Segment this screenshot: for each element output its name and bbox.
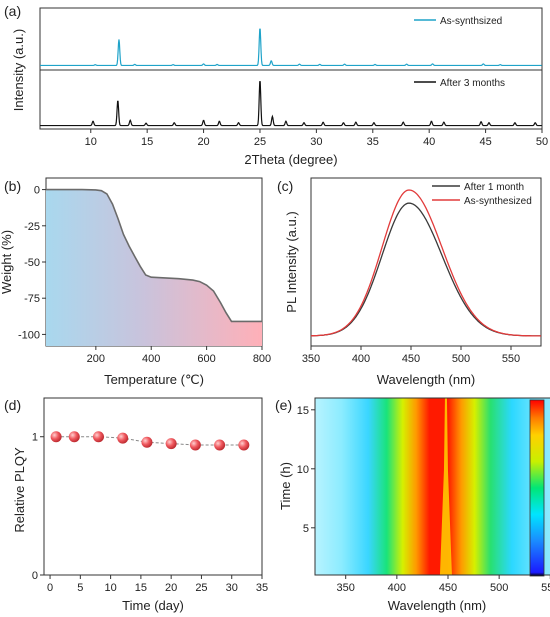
plqy-point xyxy=(50,431,62,443)
plqy-point xyxy=(141,436,153,448)
heatmap-y-tick-label: 15 xyxy=(297,405,309,417)
tga-x-tick-label: 600 xyxy=(197,353,215,365)
panel-label-a: (a) xyxy=(4,3,21,19)
plqy-x-axis-label: Time (day) xyxy=(122,598,184,613)
tga-y-tick-label: -75 xyxy=(24,293,40,305)
plqy-x-tick-label: 25 xyxy=(195,582,207,594)
plqy-x-tick-label: 5 xyxy=(77,582,83,594)
tga-y-tick-label: -50 xyxy=(24,257,40,269)
pl-legend-label-as-synthesized: As-synthesized xyxy=(464,196,532,207)
panel-label-e: (e) xyxy=(275,397,292,413)
pl-x-tick-label: 500 xyxy=(452,353,470,365)
pl-x-tick-label: 450 xyxy=(402,353,420,365)
tga-curve xyxy=(46,188,262,323)
plqy-point xyxy=(68,431,80,443)
tga-y-tick-label: -100 xyxy=(18,329,40,341)
plqy-point xyxy=(214,439,226,451)
heatmap-colorbar xyxy=(529,399,545,577)
heatmap-image xyxy=(315,398,550,575)
plqy-x-tick-label: 10 xyxy=(104,582,116,594)
xrd-series-as-synthsized xyxy=(40,28,542,67)
pl-y-axis-label: PL Intensity (a.u.) xyxy=(284,211,299,312)
plqy-y-tick-label: 0 xyxy=(32,570,38,582)
plqy-point xyxy=(117,432,129,444)
tga-fill-area xyxy=(46,189,262,346)
plqy-plot-frame xyxy=(43,397,263,576)
plqy-x-tick-label: 20 xyxy=(165,582,177,594)
heatmap-x-axis-label: Wavelength (nm) xyxy=(388,598,487,613)
xrd-legend-label-after-3-months: After 3 months xyxy=(440,78,505,89)
plqy-x-tick-label: 30 xyxy=(226,582,238,594)
xrd-x-tick-label: 40 xyxy=(423,136,435,148)
plqy-points xyxy=(50,431,250,451)
xrd-series-after-3-months xyxy=(40,81,542,127)
xrd-legend-label-as-synthsized: As-synthsized xyxy=(440,16,502,27)
xrd-x-axis-label: 2Theta (degree) xyxy=(244,152,337,167)
heatmap-x-tick-label: 500 xyxy=(490,582,508,594)
pl-series-after-1-month xyxy=(311,202,542,337)
heatmap-y-tick-label: 5 xyxy=(303,523,309,535)
xrd-x-tick-label: 10 xyxy=(85,136,97,148)
tga-x-tick-label: 800 xyxy=(253,353,271,365)
xrd-x-tick-label: 50 xyxy=(536,136,548,148)
pl-x-tick-label: 550 xyxy=(502,353,520,365)
tga-x-tick-label: 400 xyxy=(142,353,160,365)
tga-x-axis-label: Temperature (℃) xyxy=(104,372,204,387)
plqy-x-tick-label: 0 xyxy=(47,582,53,594)
heatmap-x-tick-label: 450 xyxy=(439,582,457,594)
panel-label-d: (d) xyxy=(4,397,21,413)
xrd-plot-frame xyxy=(39,7,543,130)
tga-x-tick-label: 200 xyxy=(87,353,105,365)
pl-plot-frame xyxy=(310,177,542,347)
plqy-y-tick-label: 1 xyxy=(32,432,38,444)
plqy-point xyxy=(165,438,177,450)
xrd-x-tick-label: 35 xyxy=(367,136,379,148)
pl-x-ticks: 350 400 450 500 550 xyxy=(302,346,520,365)
pl-x-tick-label: 400 xyxy=(352,353,370,365)
heatmap-x-tick-label: 350 xyxy=(337,582,355,594)
plqy-ticks: 0 5 10 15 20 25 30 35 0 1 xyxy=(32,432,268,594)
heatmap-core-narrowing xyxy=(439,398,452,575)
pl-x-tick-label: 350 xyxy=(302,353,320,365)
plqy-x-tick-label: 35 xyxy=(256,582,268,594)
plqy-point xyxy=(238,439,250,451)
heatmap-x-tick-label: 550 xyxy=(541,582,550,594)
tga-y-tick-label: -25 xyxy=(24,221,40,233)
panel-label-b: (b) xyxy=(4,178,21,194)
xrd-x-tick-label: 25 xyxy=(254,136,266,148)
xrd-y-axis-label: Intensity (a.u.) xyxy=(11,29,26,111)
xrd-x-ticks: 10 15 20 25 30 35 40 45 50 xyxy=(85,129,548,148)
pl-legend-label-after-1-month: After 1 month xyxy=(464,182,524,193)
plqy-x-tick-label: 15 xyxy=(135,582,147,594)
plqy-point xyxy=(189,439,201,451)
heatmap-ticks: 350 400 450 500 550 5 10 15 xyxy=(297,405,550,594)
plqy-point xyxy=(93,431,104,443)
heatmap-x-tick-label: 400 xyxy=(388,582,406,594)
xrd-x-tick-label: 45 xyxy=(479,136,491,148)
tga-y-axis-label: Weight (%) xyxy=(0,230,14,294)
pl-series-as-synthesized xyxy=(311,189,542,337)
xrd-x-tick-label: 30 xyxy=(310,136,322,148)
heatmap-y-axis-label: Time (h) xyxy=(278,462,293,510)
pl-x-axis-label: Wavelength (nm) xyxy=(377,372,476,387)
xrd-x-tick-label: 20 xyxy=(197,136,209,148)
xrd-x-tick-label: 15 xyxy=(141,136,153,148)
tga-y-tick-label: 0 xyxy=(34,185,40,197)
heatmap-y-tick-label: 10 xyxy=(297,464,309,476)
tga-ticks: 200 400 600 800 0 -25 -50 -75 -100 xyxy=(18,185,271,365)
panel-label-c: (c) xyxy=(277,178,293,194)
plqy-y-axis-label: Relative PLQY xyxy=(12,447,27,533)
